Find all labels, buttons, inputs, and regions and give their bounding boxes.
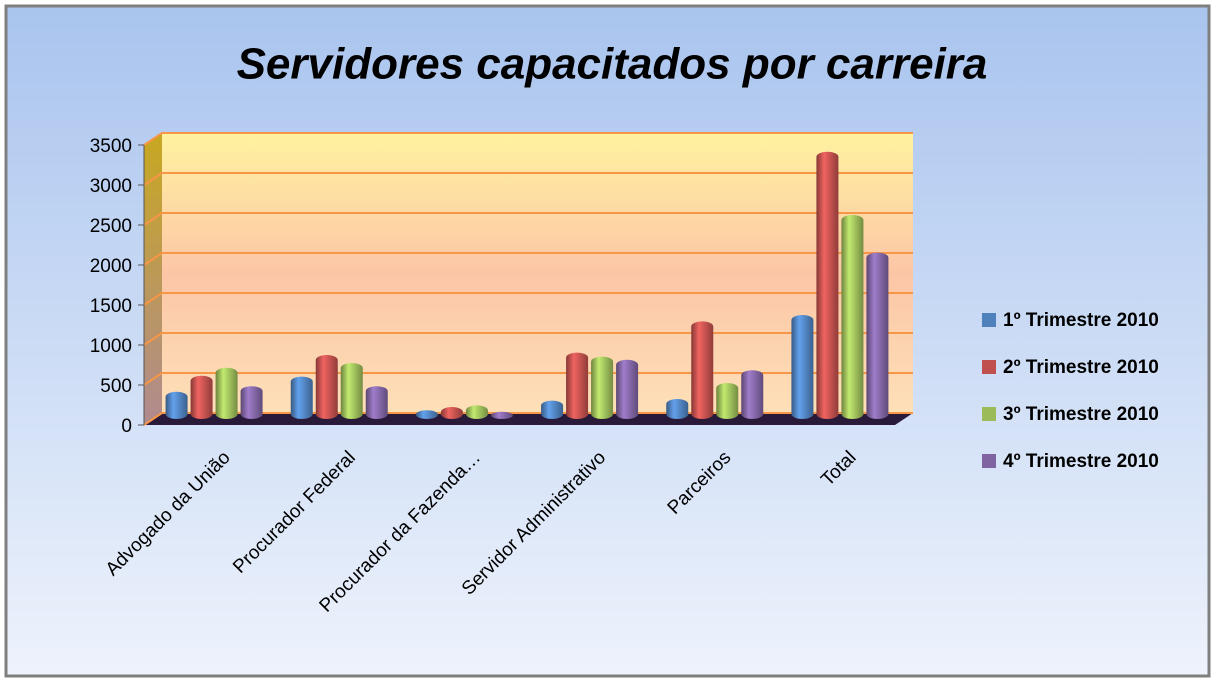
bar (290, 376, 313, 419)
y-tick-label: 2000 (90, 256, 132, 277)
legend-swatch (982, 454, 996, 468)
bar (566, 352, 589, 419)
bar (165, 391, 188, 419)
grid-line (143, 332, 913, 346)
bar (190, 375, 213, 419)
side-wall (144, 133, 162, 425)
y-tick-label: 0 (121, 416, 132, 437)
bar (340, 363, 363, 419)
legend-label: 4º Trimestre 2010 (1003, 451, 1159, 472)
bar (215, 367, 238, 419)
bar (816, 151, 839, 420)
bar (666, 399, 689, 419)
bar (240, 386, 263, 419)
y-tick-label: 1000 (90, 336, 132, 357)
legend-label: 2º Trimestre 2010 (1003, 357, 1159, 378)
grid-line (143, 252, 913, 266)
y-tick-label: 2500 (90, 216, 132, 237)
y-tick-label: 3500 (90, 136, 132, 157)
grid-line (143, 212, 913, 226)
bar (365, 386, 388, 419)
bar (841, 215, 864, 419)
bar (465, 405, 488, 419)
back-wall (162, 133, 913, 413)
bar (591, 356, 614, 419)
bar (440, 407, 463, 419)
legend-label: 3º Trimestre 2010 (1003, 404, 1159, 425)
y-tick-label: 3000 (90, 176, 132, 197)
legend-swatch (982, 313, 996, 327)
bar (716, 383, 739, 419)
bar (741, 370, 764, 419)
bar (315, 355, 338, 419)
grid-line (143, 132, 913, 146)
bar (490, 411, 513, 419)
bar (691, 321, 714, 419)
bar (415, 410, 438, 419)
chart-title: Servidores capacitados por carreira (237, 40, 988, 89)
bar (791, 315, 814, 419)
y-tick-label: 1500 (90, 296, 132, 317)
y-tick-label: 500 (100, 376, 132, 397)
grid-line (143, 172, 913, 186)
grid-line (143, 292, 913, 306)
bar (616, 359, 639, 419)
legend-swatch (982, 360, 996, 374)
bar (541, 400, 564, 419)
grid-line (143, 412, 913, 426)
legend-swatch (982, 407, 996, 421)
grid-line (143, 372, 913, 386)
bar (866, 252, 889, 419)
legend-label: 1º Trimestre 2010 (1003, 310, 1159, 331)
